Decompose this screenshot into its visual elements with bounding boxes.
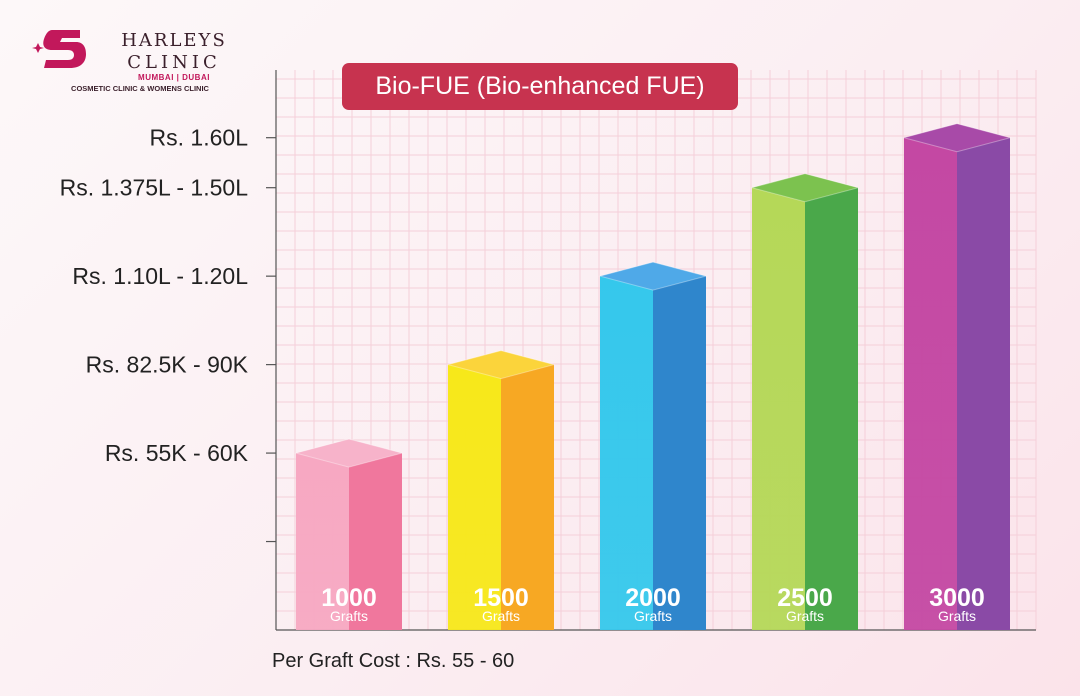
bar-face-left [296,453,349,630]
bar-label-number: 3000 [929,584,985,612]
bar-face-right [805,187,858,630]
bar-top-edge [902,123,1012,153]
bar-top-edge [294,438,404,468]
chart-title: Bio-FUE (Bio-enhanced FUE) [342,63,738,110]
bar-face-right [501,364,554,630]
bar-top [448,350,554,379]
y-tick-label: Rs. 1.375L - 1.50L [60,175,249,201]
bar-face-right [653,276,706,630]
logo-name-line2: CLINIC [127,52,221,73]
logo-tagline: COSMETIC CLINIC & WOMENS CLINIC [71,84,209,93]
y-tick-label: Rs. 55K - 60K [105,440,249,466]
logo-name-line1: HARLEYS [121,30,227,51]
bar-label-unit: Grafts [634,608,672,624]
bar-label-number: 1500 [473,584,529,612]
bar-top-edge [446,350,556,380]
bar-label-number: 2000 [625,584,681,612]
bar-label-unit: Grafts [482,608,520,624]
bar-top-edge [750,173,860,203]
per-graft-cost-note: Per Graft Cost : Rs. 55 - 60 [272,650,515,672]
bar-top [296,439,402,468]
bar-face-right [349,453,402,630]
logo-monogram-icon [32,30,86,68]
chart-bars: 1000Grafts1500Grafts2000Grafts2500Grafts… [294,123,1012,630]
clinic-logo: HARLEYS CLINIC MUMBAI | DUBAI COSMETIC C… [30,28,225,94]
bar-face-left [904,137,957,630]
bar-face-left [752,187,805,630]
logo-locations: MUMBAI | DUBAI [138,73,210,82]
bar-top-edge [598,261,708,291]
y-tick-label: Rs. 82.5K - 90K [86,352,249,378]
bar-top [752,173,858,202]
bar-label-number: 1000 [321,584,377,612]
bar-label-number: 2500 [777,584,833,612]
bar-top [904,123,1010,152]
y-tick-label: Rs. 1.10L - 1.20L [72,263,248,289]
bar-label-unit: Grafts [938,608,976,624]
bar-face-right [957,137,1010,630]
y-tick-label: Rs. 1.60L [150,125,249,151]
bar-label-unit: Grafts [330,608,368,624]
bar-label-unit: Grafts [786,608,824,624]
bar-face-left [448,364,501,630]
bar-face-left [600,276,653,630]
bar-top [600,262,706,291]
